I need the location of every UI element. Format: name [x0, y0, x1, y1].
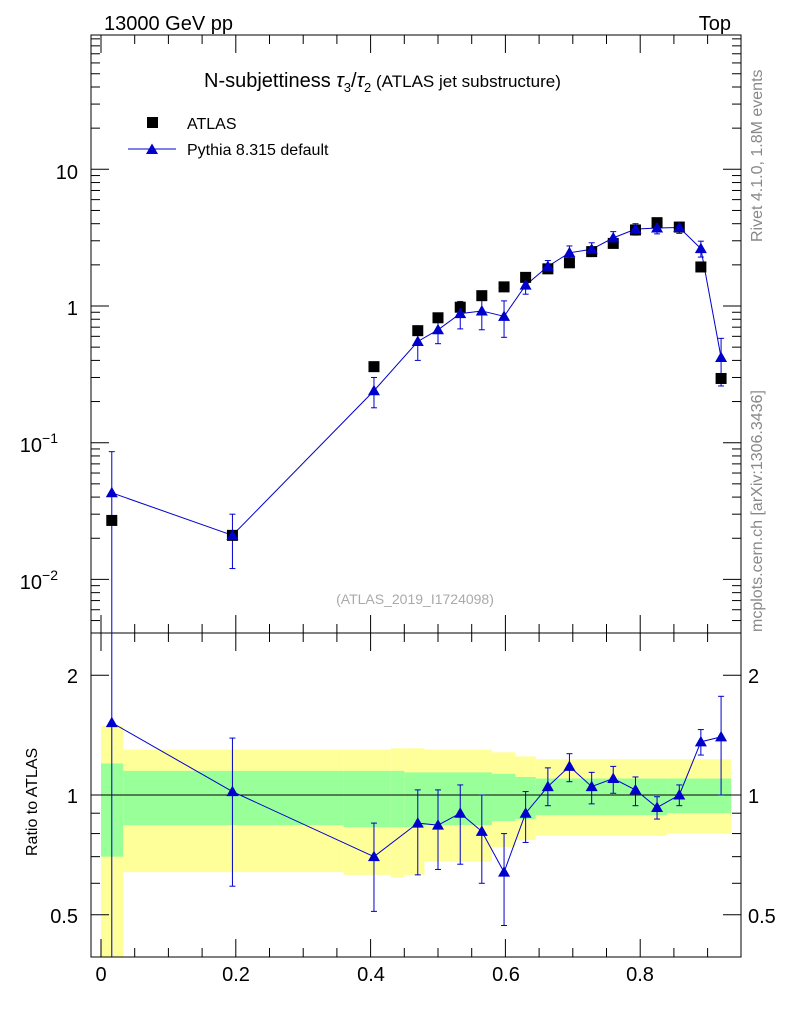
main-plot-data — [105, 217, 728, 633]
atlas-point — [563, 257, 575, 269]
ratio-pythia-point — [411, 817, 424, 828]
atlas-point — [695, 261, 707, 273]
mcplots-label: mcplots.cern.ch [arXiv:1306.3436] — [749, 390, 766, 632]
pythia-point — [629, 223, 642, 234]
atlas-point — [432, 312, 444, 324]
band-green-2 — [343, 770, 391, 828]
band-green-6 — [491, 773, 516, 822]
legend: ATLAS Pythia 8.315 default — [128, 116, 329, 159]
band-green-1 — [123, 770, 344, 826]
pythia-point — [715, 351, 728, 363]
pythia-point — [519, 279, 532, 290]
ratio-pythia-point — [607, 772, 620, 784]
atlas-point — [607, 237, 619, 249]
ratio-pythia-point — [673, 789, 686, 800]
ratio-pythia-point — [715, 730, 728, 742]
y-tick-label-1: 1 — [67, 298, 78, 320]
pythia-point — [226, 529, 239, 540]
axis-ticks — [91, 35, 741, 957]
pythia-point — [498, 310, 511, 321]
atlas-point — [454, 301, 466, 313]
ratio-pythia-point — [563, 760, 576, 771]
pythia-point — [563, 246, 576, 258]
ratio-pythia-point — [498, 866, 511, 877]
ratio-y-tick-label-2: 2 — [67, 666, 78, 688]
ratio-uncertainty-bands — [101, 726, 732, 957]
ratio-pythia-point — [694, 735, 707, 747]
band-green-8 — [535, 778, 668, 816]
ratio-y-tick-label-0.5: 0.5 — [50, 906, 78, 928]
y-tick-label-0.1: 10−1 — [20, 430, 58, 457]
atlas-point — [106, 514, 118, 526]
atlas-point — [498, 281, 510, 293]
atlas-point — [520, 271, 532, 283]
pythia-point — [541, 260, 554, 271]
ratio-pythia-point — [454, 807, 467, 818]
analysis-watermark: (ATLAS_2019_I1724098) — [336, 591, 494, 607]
ratio-pythia-line — [111, 722, 722, 874]
ratio-pythia-point — [367, 850, 380, 862]
pythia-point — [105, 486, 118, 498]
atlas-point — [715, 372, 727, 384]
ratio-pythia-point — [541, 780, 554, 792]
atlas-point — [412, 325, 424, 337]
x-tick-label-0.2: 0.2 — [222, 964, 250, 986]
legend-atlas-label: ATLAS — [187, 116, 237, 133]
ratio-y-axis-title: Ratio to ATLAS — [24, 748, 41, 856]
rivet-version-label: Rivet 4.1.0, 1.8M events — [749, 69, 766, 242]
x-tick-label-0.8: 0.8 — [626, 964, 654, 986]
ratio-plot-data — [105, 633, 728, 957]
plot-title: N-subjettiness τ3/τ2 (ATLAS jet substruc… — [204, 70, 561, 95]
ratio-pythia-point — [432, 819, 444, 830]
ratio-pythia-point — [629, 783, 642, 795]
ratio-pythia-point — [585, 780, 598, 792]
ratio-pythia-point — [475, 825, 488, 836]
pythia-point — [607, 231, 620, 243]
pythia-point — [367, 384, 380, 396]
pythia-point — [651, 222, 664, 233]
header-left: 13000 GeV pp — [104, 13, 233, 35]
legend-pythia-label: Pythia 8.315 default — [187, 142, 329, 159]
legend-atlas-marker — [147, 117, 158, 128]
ratio-pythia-point — [105, 716, 118, 728]
pythia-point — [454, 307, 467, 319]
ratio-pythia-point — [519, 807, 532, 818]
legend-pythia-marker — [146, 143, 158, 154]
header-right: Top — [699, 13, 731, 35]
band-green-4 — [404, 772, 425, 828]
ratio-y-tick-label-1-right: 1 — [748, 786, 759, 808]
ratio-y-tick-label-0.5-right: 0.5 — [748, 906, 776, 928]
pythia-point — [673, 221, 686, 233]
x-tick-label-0: 0 — [95, 964, 106, 986]
ratio-pythia-point — [651, 801, 664, 813]
ratio-y-tick-label-1: 1 — [67, 786, 78, 808]
pythia-point — [475, 304, 488, 316]
atlas-point — [476, 290, 488, 302]
pythia-point — [432, 323, 444, 335]
ratio-y-tick-label-2-right: 2 — [748, 666, 759, 688]
pythia-line — [111, 227, 722, 536]
y-tick-label-10: 10 — [56, 162, 78, 184]
pythia-point — [694, 242, 707, 254]
ratio-pythia-point — [226, 785, 239, 797]
pythia-point — [411, 335, 424, 346]
y-tick-label-0.01: 10−2 — [20, 567, 58, 594]
pythia-point — [585, 243, 598, 254]
atlas-point — [368, 361, 380, 373]
x-tick-label-0.4: 0.4 — [357, 964, 385, 986]
band-green-3 — [390, 770, 405, 828]
x-tick-label-0.6: 0.6 — [492, 964, 520, 986]
